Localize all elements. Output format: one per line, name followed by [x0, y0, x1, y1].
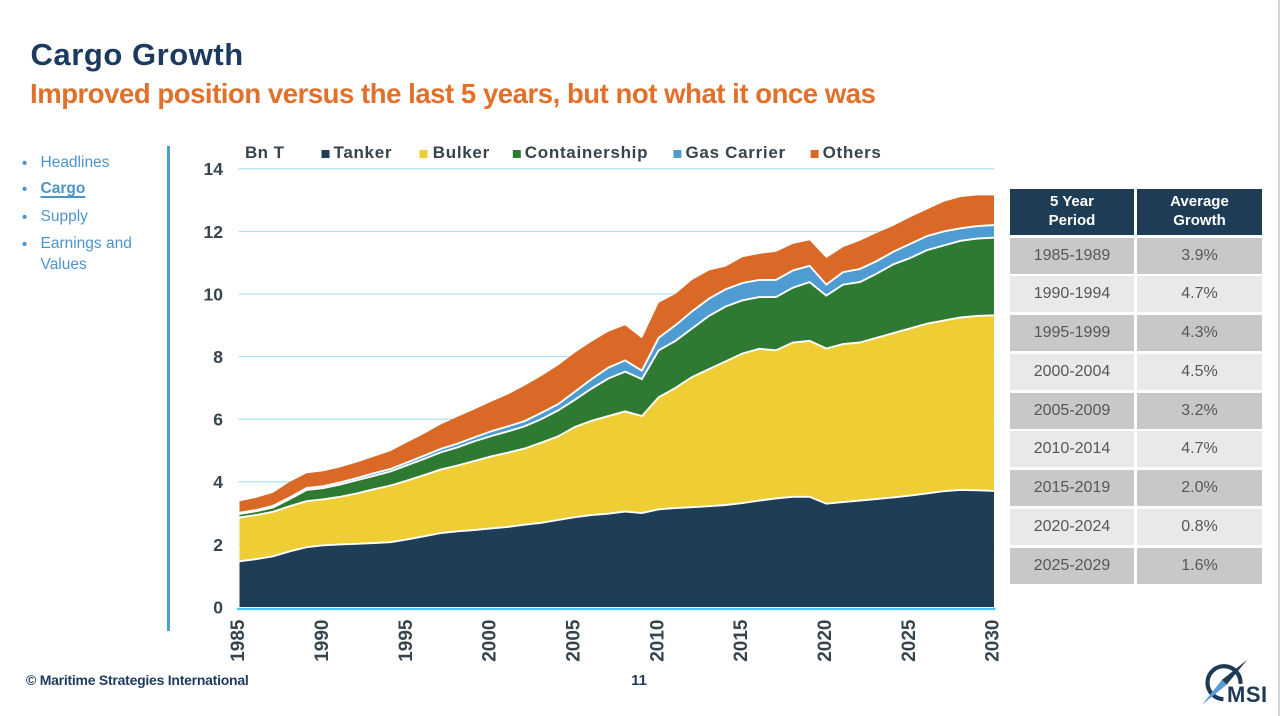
svg-text:2015: 2015 — [731, 619, 752, 662]
svg-text:1990: 1990 — [312, 620, 333, 662]
svg-text:14: 14 — [204, 159, 224, 179]
svg-text:1985: 1985 — [228, 619, 249, 662]
svg-text:2010: 2010 — [647, 620, 668, 662]
svg-text:0: 0 — [213, 597, 223, 617]
svg-text:8: 8 — [213, 347, 223, 367]
svg-text:12: 12 — [204, 222, 224, 242]
svg-text:2: 2 — [213, 535, 223, 555]
svg-text:2005: 2005 — [564, 619, 585, 662]
svg-text:Tanker: Tanker — [334, 143, 393, 162]
svg-text:Bulker: Bulker — [433, 143, 490, 162]
svg-text:6: 6 — [213, 410, 223, 430]
svg-text:2000: 2000 — [480, 620, 501, 662]
svg-text:4: 4 — [213, 472, 223, 492]
svg-text:Others: Others — [823, 143, 882, 162]
svg-text:Containership: Containership — [525, 143, 648, 162]
svg-text:Gas Carrier: Gas Carrier — [686, 143, 786, 162]
svg-text:MSI: MSI — [1227, 682, 1268, 707]
svg-text:Bn T: Bn T — [245, 143, 285, 162]
svg-text:2025: 2025 — [899, 619, 920, 662]
svg-text:2030: 2030 — [983, 620, 1004, 662]
svg-text:1995: 1995 — [396, 619, 417, 662]
svg-text:2020: 2020 — [815, 620, 836, 662]
svg-text:10: 10 — [204, 284, 224, 304]
